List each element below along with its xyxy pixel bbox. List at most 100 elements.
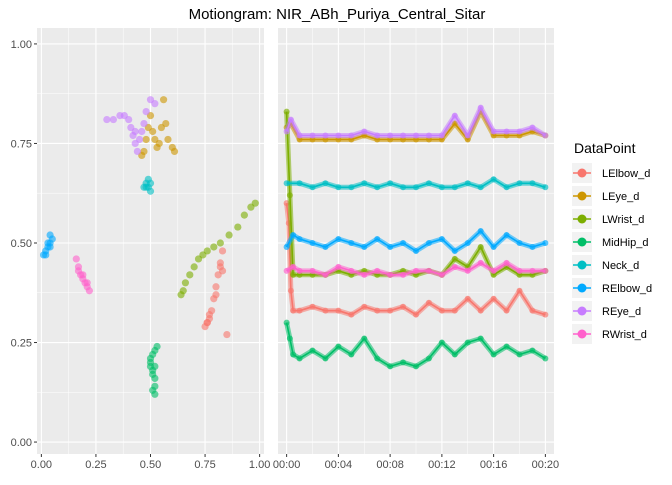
- data-point: [287, 116, 294, 123]
- data-point: [286, 192, 293, 199]
- data-point: [477, 243, 484, 250]
- data-point: [103, 115, 111, 124]
- data-point: [490, 267, 497, 274]
- data-point: [74, 267, 83, 275]
- data-point: [144, 175, 152, 183]
- series-MidHip_d: [146, 342, 161, 398]
- data-point: [290, 307, 297, 314]
- data-point: [361, 271, 368, 278]
- data-point: [142, 108, 150, 116]
- data-point: [186, 271, 194, 279]
- data-point: [361, 335, 368, 342]
- data-point: [361, 128, 368, 135]
- data-point: [322, 180, 329, 187]
- data-point: [322, 355, 329, 362]
- data-point: [335, 263, 342, 270]
- data-point: [283, 128, 290, 135]
- data-point: [374, 355, 381, 362]
- data-point: [529, 347, 536, 354]
- legend-label: LEye_d: [602, 191, 639, 203]
- legend-key-LElbow_d: LElbow_d: [572, 163, 650, 183]
- data-point: [413, 132, 419, 139]
- data-point: [503, 343, 510, 350]
- data-point: [210, 243, 218, 251]
- data-point: [203, 319, 211, 327]
- legend-label: REye_d: [602, 306, 641, 318]
- data-point: [529, 124, 536, 131]
- data-point: [155, 139, 163, 148]
- chart-title: Motiongram: NIR_ABh_Puriya_Central_Sitar: [189, 6, 486, 23]
- data-point: [348, 132, 355, 139]
- data-point: [361, 180, 368, 187]
- data-point: [212, 283, 220, 291]
- data-point: [529, 267, 536, 274]
- data-point: [361, 303, 368, 310]
- legend-key-point: [577, 283, 587, 293]
- data-point: [234, 223, 242, 231]
- data-point: [164, 135, 172, 144]
- data-point: [477, 259, 484, 266]
- legend-label: LWrist_d: [602, 214, 644, 226]
- data-point: [387, 132, 394, 139]
- legend-key-point: [577, 168, 587, 178]
- data-point: [159, 96, 168, 104]
- data-point: [283, 319, 290, 326]
- legend-key-MidHip_d: MidHip_d: [572, 232, 648, 252]
- data-point: [503, 232, 510, 239]
- data-point: [348, 239, 355, 246]
- x-tick-label: 0.75: [194, 459, 215, 471]
- data-point: [286, 335, 293, 342]
- data-point: [151, 100, 159, 108]
- data-point: [542, 132, 549, 139]
- data-point: [490, 295, 497, 302]
- series-line-core: [285, 230, 546, 252]
- data-point: [464, 339, 471, 346]
- data-point: [477, 335, 484, 342]
- legend-label: LElbow_d: [602, 168, 650, 180]
- legend-key-LEye_d: LEye_d: [572, 186, 639, 206]
- data-point: [296, 355, 303, 362]
- legend-key-RWrist_d: RWrist_d: [572, 324, 647, 344]
- data-point: [451, 351, 458, 358]
- data-point: [438, 184, 445, 191]
- data-point: [490, 243, 497, 250]
- data-point: [162, 119, 170, 128]
- data-point: [516, 267, 523, 274]
- x-tick-label: 00:04: [325, 459, 353, 471]
- y-tick-label: 0.25: [11, 338, 32, 350]
- data-point: [290, 271, 297, 278]
- legend-key-LWrist_d: LWrist_d: [572, 209, 644, 229]
- data-point: [451, 247, 458, 254]
- data-point: [438, 132, 445, 139]
- data-point: [374, 236, 381, 243]
- data-point: [477, 307, 484, 314]
- data-point: [451, 112, 458, 119]
- data-point: [425, 239, 432, 246]
- data-point: [335, 132, 342, 139]
- data-point: [400, 271, 407, 278]
- x-tick-label: 0.00: [31, 459, 52, 471]
- data-point: [490, 176, 497, 183]
- series-MidHip_d: [283, 319, 549, 370]
- data-point: [309, 132, 316, 139]
- data-point: [83, 279, 91, 287]
- data-point: [296, 236, 303, 243]
- data-point: [140, 147, 148, 156]
- data-point: [464, 132, 471, 139]
- y-tick-label: 0.75: [11, 138, 32, 150]
- data-point: [348, 184, 355, 191]
- x-tick-label: 00:00: [273, 459, 301, 471]
- data-point: [348, 267, 355, 274]
- x-tick-label: 00:12: [428, 459, 456, 471]
- data-point: [413, 247, 419, 254]
- data-point: [322, 307, 329, 314]
- series-LElbow_d: [283, 200, 549, 318]
- data-point: [223, 330, 231, 339]
- data-point: [170, 147, 179, 156]
- chart-panels: 0.00 0.25 0.50 0.75 1.00 0.00 0.25 0.50 0.75 1.00…: [11, 28, 559, 471]
- data-point: [438, 339, 445, 346]
- data-point: [251, 199, 259, 207]
- data-point: [296, 132, 303, 139]
- data-point: [335, 184, 342, 191]
